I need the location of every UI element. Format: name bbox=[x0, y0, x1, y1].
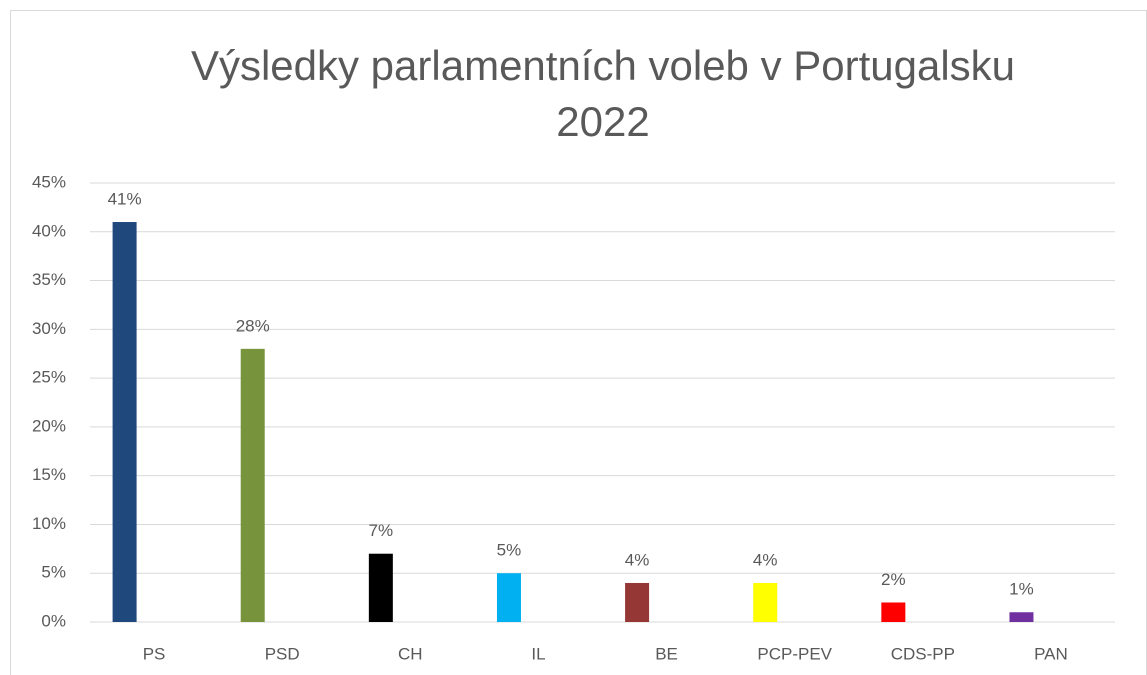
data-label: 28% bbox=[236, 316, 270, 335]
y-tick-label: 0% bbox=[41, 611, 66, 630]
y-tick-label: 15% bbox=[32, 465, 66, 484]
x-tick-label: IL bbox=[531, 644, 545, 663]
bar bbox=[753, 582, 778, 622]
bar bbox=[881, 602, 906, 622]
bar bbox=[1009, 612, 1034, 622]
bar bbox=[368, 553, 393, 622]
bar bbox=[240, 348, 265, 622]
bar bbox=[496, 573, 521, 622]
y-tick-label: 25% bbox=[32, 368, 66, 387]
x-tick-label: PSD bbox=[265, 644, 300, 663]
chart-title: Výsledky parlamentních voleb v Portugals… bbox=[190, 42, 1016, 145]
x-tick-label: CH bbox=[398, 644, 423, 663]
data-label: 41% bbox=[108, 190, 142, 209]
y-tick-label: 35% bbox=[32, 270, 66, 289]
bar bbox=[112, 222, 137, 622]
y-tick-label: 10% bbox=[32, 514, 66, 533]
data-label: 4% bbox=[753, 550, 778, 569]
y-tick-label: 40% bbox=[32, 221, 66, 240]
data-label: 4% bbox=[625, 550, 650, 569]
y-tick-label: 45% bbox=[32, 172, 66, 191]
x-tick-label: PCP-PEV bbox=[757, 644, 832, 663]
x-tick-label: BE bbox=[655, 644, 678, 663]
data-label: 7% bbox=[369, 521, 394, 540]
y-tick-label: 5% bbox=[41, 563, 66, 582]
x-tick-label: PS bbox=[143, 644, 166, 663]
data-label: 1% bbox=[1009, 580, 1034, 599]
x-tick-label: CDS-PP bbox=[891, 644, 955, 663]
x-tick-label: PAN bbox=[1034, 644, 1068, 663]
y-tick-label: 30% bbox=[32, 319, 66, 338]
data-label: 2% bbox=[881, 570, 906, 589]
y-tick-label: 20% bbox=[32, 416, 66, 435]
data-label: 5% bbox=[497, 541, 522, 560]
bar bbox=[625, 582, 650, 622]
